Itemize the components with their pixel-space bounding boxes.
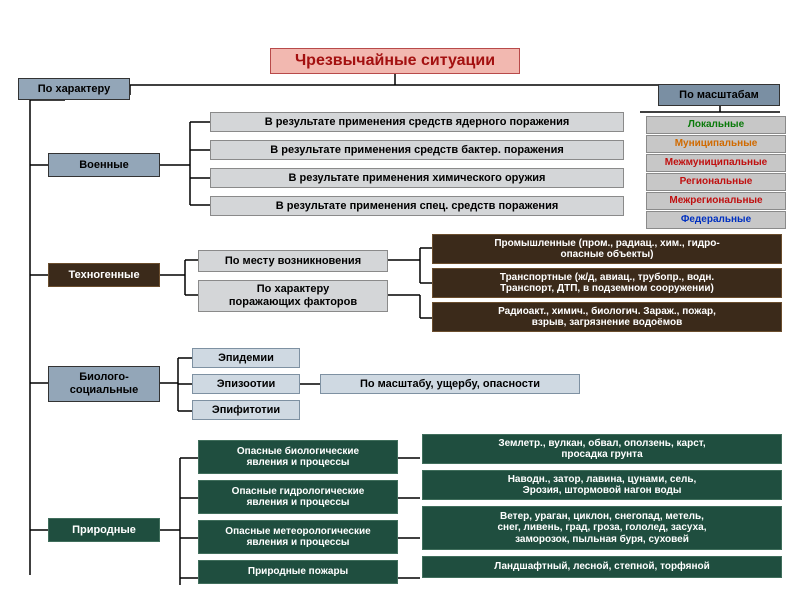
cat-military: Военные (48, 153, 160, 177)
cat-biosocial: Биолого- социальные (48, 366, 160, 402)
nat-sub-0: Опасные биологические явления и процессы (198, 440, 398, 474)
nat-desc-3: Ландшафтный, лесной, степной, торфяной (422, 556, 782, 578)
mil-item-3: В результате применения спец. средств по… (210, 196, 624, 216)
bio-1: Эпизоотии (192, 374, 300, 394)
scale-2: Межмуниципальные (646, 154, 786, 172)
header-by-character: По характеру (18, 78, 130, 100)
techno-desc-2: Радиоакт., химич., биологич. Зараж., пож… (432, 302, 782, 332)
scale-1: Муниципальные (646, 135, 786, 153)
cat-technogenic: Техногенные (48, 263, 160, 287)
mil-item-1: В результате применения средств бактер. … (210, 140, 624, 160)
nat-desc-2: Ветер, ураган, циклон, снегопад, метель,… (422, 506, 782, 550)
techno-by-location: По месту возникновения (198, 250, 388, 272)
scale-4: Межрегиональные (646, 192, 786, 210)
nat-sub-2: Опасные метеорологические явления и проц… (198, 520, 398, 554)
mil-item-2: В результате применения химического оруж… (210, 168, 624, 188)
techno-by-factors: По характеру поражающих факторов (198, 280, 388, 312)
nat-sub-1: Опасные гидрологические явления и процес… (198, 480, 398, 514)
scale-0: Локальные (646, 116, 786, 134)
cat-natural: Природные (48, 518, 160, 542)
scale-5: Федеральные (646, 211, 786, 229)
techno-desc-0: Промышленные (пром., радиац., хим., гидр… (432, 234, 782, 264)
bio-scale: По масштабу, ущербу, опасности (320, 374, 580, 394)
nat-desc-0: Землетр., вулкан, обвал, оползень, карст… (422, 434, 782, 464)
scale-3: Региональные (646, 173, 786, 191)
techno-desc-1: Транспортные (ж/д, авиац., трубопр., вод… (432, 268, 782, 298)
bio-2: Эпифитотии (192, 400, 300, 420)
nat-sub-3: Природные пожары (198, 560, 398, 584)
mil-item-0: В результате применения средств ядерного… (210, 112, 624, 132)
nat-desc-1: Наводн., затор, лавина, цунами, сель, Эр… (422, 470, 782, 500)
header-by-scale: По масштабам (658, 84, 780, 106)
bio-0: Эпидемии (192, 348, 300, 368)
title: Чрезвычайные ситуации (270, 48, 520, 74)
